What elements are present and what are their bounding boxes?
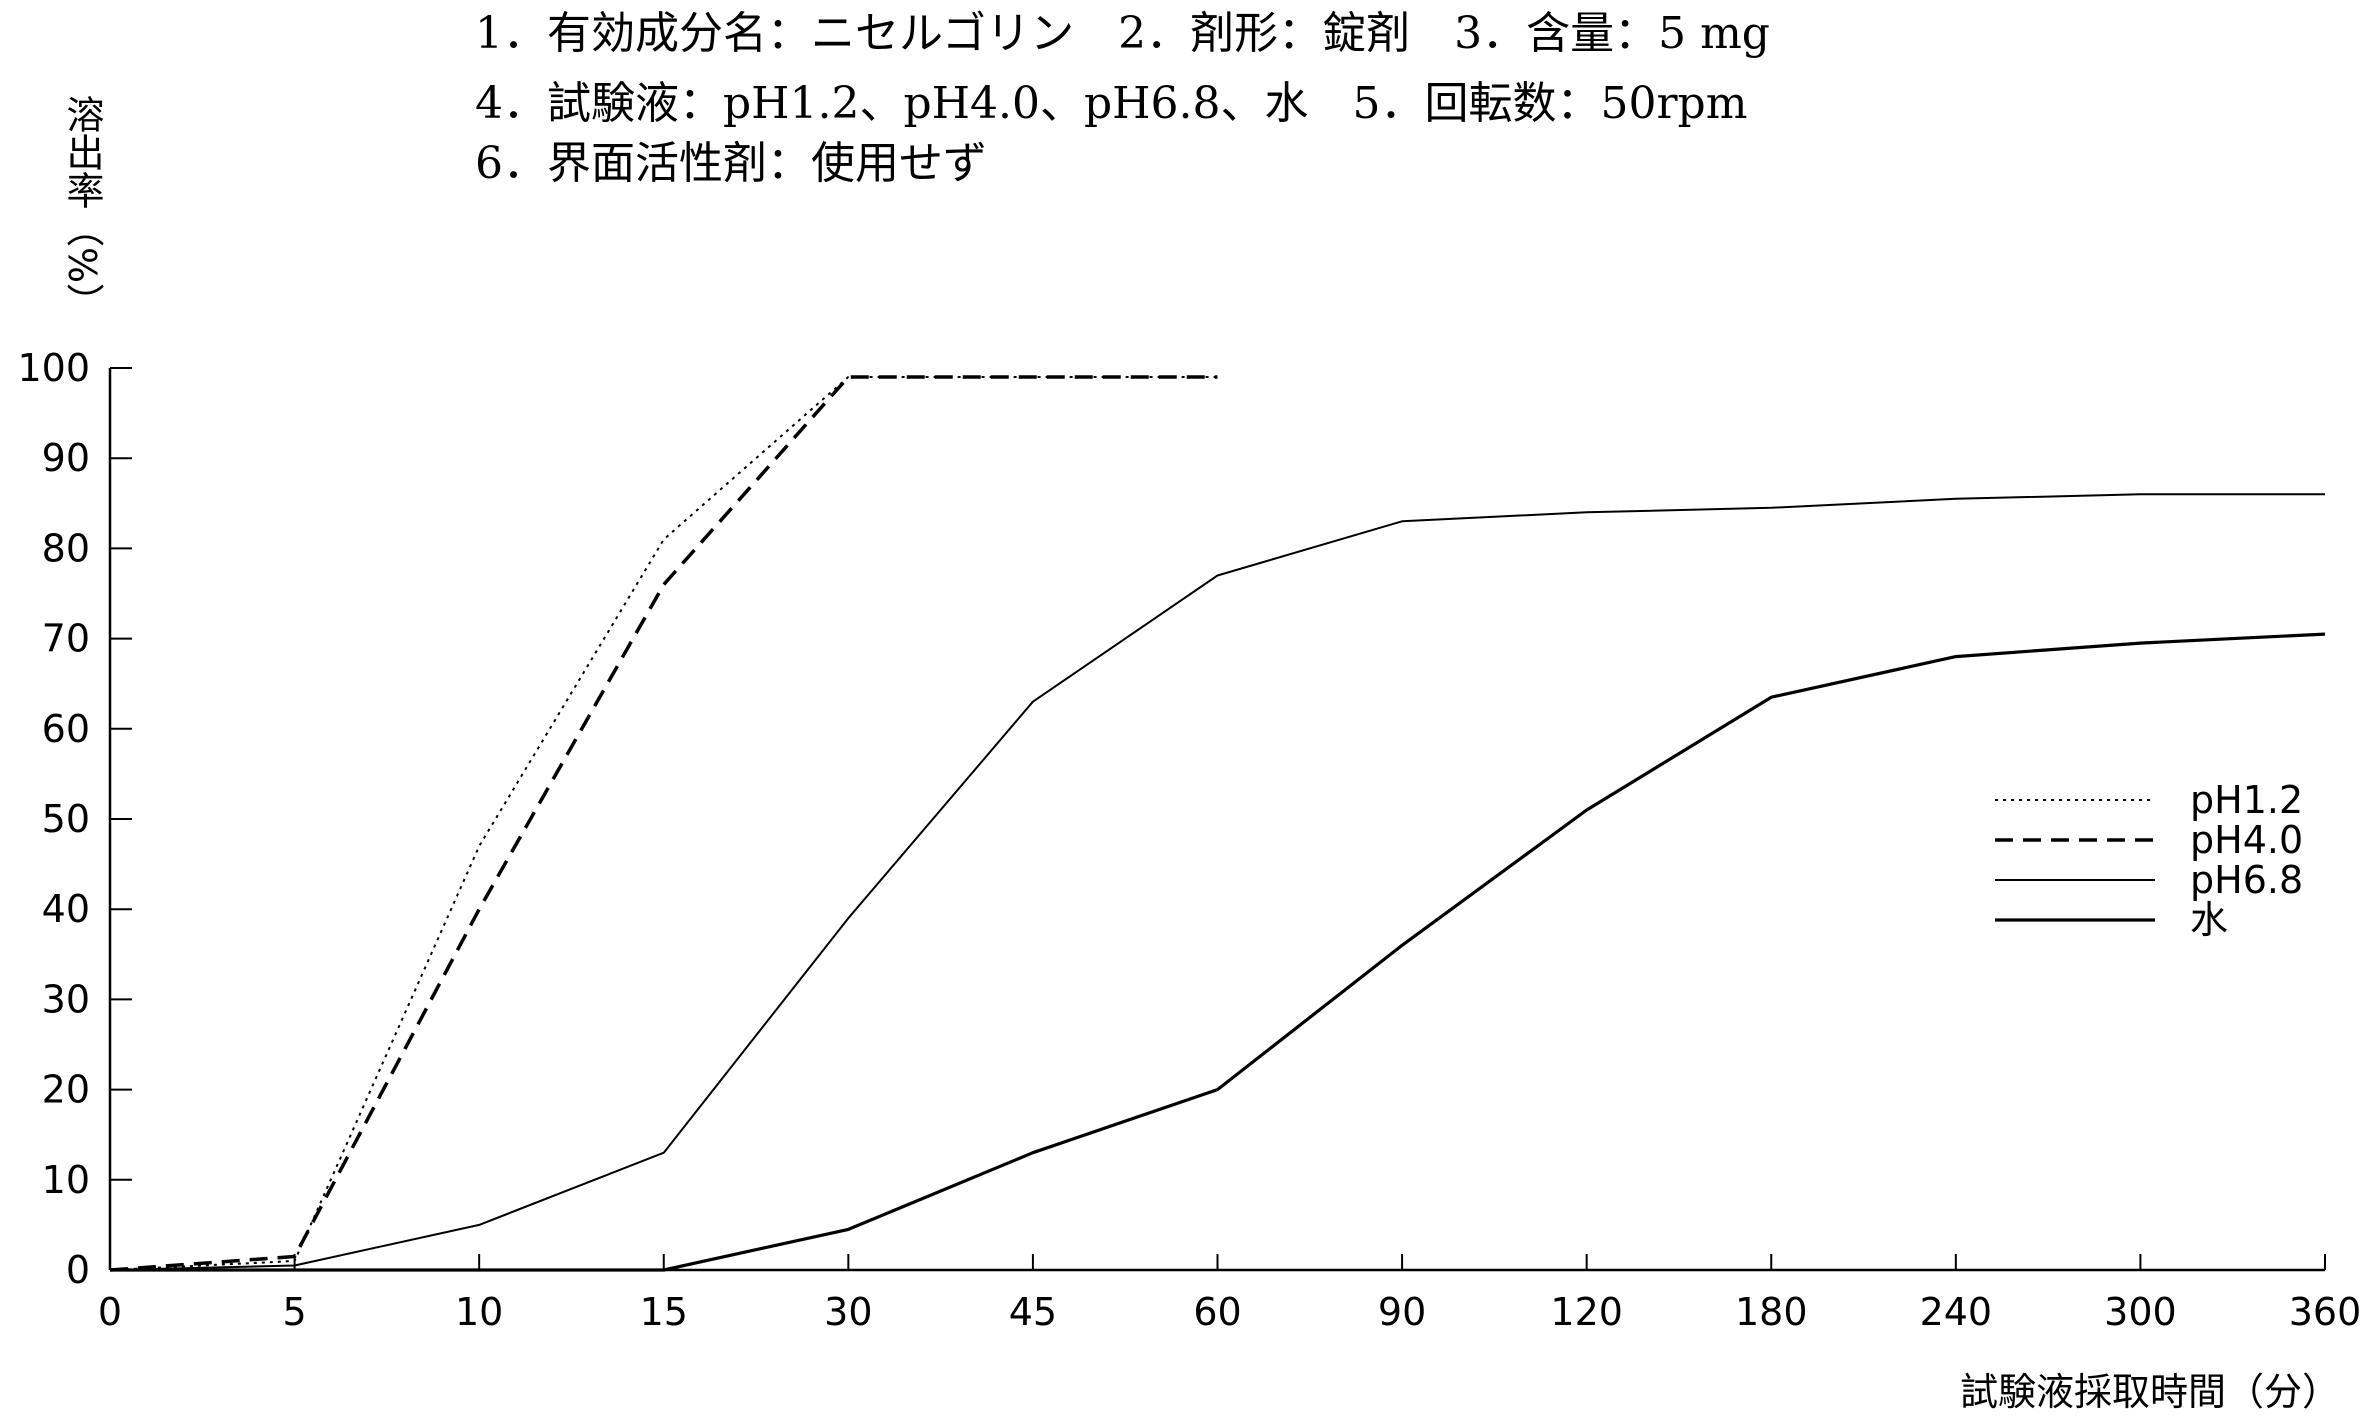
x-tick-label: 180 (1735, 1290, 1808, 1334)
series-line-2 (109, 493, 2325, 1271)
y-tick-label: 20 (42, 1068, 90, 1112)
y-tick-label: 60 (42, 707, 90, 751)
x-tick-label: 45 (1009, 1290, 1057, 1334)
y-tick-label: 10 (42, 1158, 90, 1202)
y-tick-label: 90 (42, 436, 90, 480)
y-tick-label: 30 (42, 977, 90, 1021)
series-line-1 (109, 375, 1218, 1272)
y-tick-label: 80 (42, 526, 90, 570)
header-line-1: 1．有効成分名：ニセルゴリン 2．剤形：錠剤 3．含量：5 mg (475, 8, 1770, 59)
y-ticks: 0 10 20 30 40 50 60 70 80 90 100 (17, 346, 132, 1292)
x-ticks: 0 5 10 15 30 45 60 90 120 180 240 300 360 (98, 1254, 2361, 1334)
series-line-0 (109, 376, 1218, 1271)
y-tick-label: 40 (42, 887, 90, 931)
legend-label-2: pH6.8 (2190, 858, 2303, 902)
series-lines (109, 375, 2326, 1272)
legend-label-3: 水 (2190, 898, 2228, 942)
x-tick-label: 120 (1550, 1290, 1623, 1334)
x-axis-title: 試験液採取時間（分） (1960, 1370, 2340, 1414)
x-tick-label: 360 (2289, 1290, 2362, 1334)
x-tick-label: 60 (1193, 1290, 1241, 1334)
y-tick-label: 70 (42, 617, 90, 661)
y-axis-title: 溶出率（%） (60, 95, 104, 321)
header-line-3: 6．界面活性剤：使用せず (475, 138, 987, 189)
y-tick-label: 0 (66, 1248, 90, 1292)
y-tick-label: 100 (17, 346, 90, 390)
series-line-3 (110, 632, 2326, 1272)
y-tick-label: 50 (42, 797, 90, 841)
x-tick-label: 30 (824, 1290, 872, 1334)
legend-label-0: pH1.2 (2190, 778, 2303, 822)
x-tick-label: 15 (640, 1290, 688, 1334)
header-line-2: 4．試験液：pH1.2、pH4.0、pH6.8、水 5．回転数：50rpm (475, 78, 1747, 129)
x-tick-label: 300 (2104, 1290, 2177, 1334)
x-tick-label: 90 (1378, 1290, 1426, 1334)
x-tick-label: 0 (98, 1290, 122, 1334)
x-tick-label: 5 (282, 1290, 306, 1334)
legend-label-1: pH4.0 (2190, 818, 2303, 862)
x-tick-label: 240 (1920, 1290, 1993, 1334)
x-tick-label: 10 (455, 1290, 503, 1334)
